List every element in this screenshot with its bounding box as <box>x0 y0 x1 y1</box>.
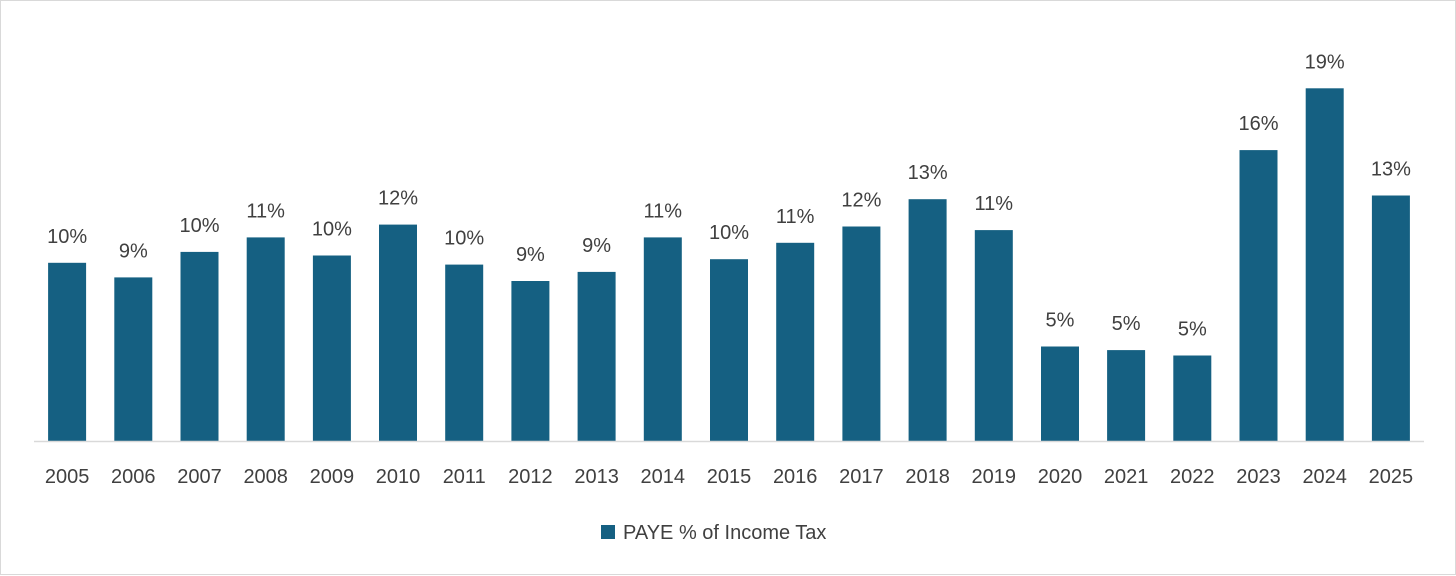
bar-2010 <box>379 224 417 441</box>
data-label-2015: 10% <box>709 222 749 244</box>
data-label-2007: 10% <box>179 215 219 237</box>
bar-2012 <box>511 281 550 441</box>
data-label-2016: 11% <box>776 206 815 228</box>
data-label-2018: 13% <box>908 162 948 184</box>
bar-2017 <box>842 226 881 441</box>
x-tick-label-2011: 2011 <box>443 466 486 488</box>
legend: PAYE % of Income Tax <box>601 522 826 544</box>
bar-2015 <box>710 259 748 441</box>
bar-2008 <box>246 237 285 441</box>
x-tick-labels-group: 2005 2006 2007 2008 2009 2010 2011 2012 2013 2014… <box>45 466 1413 488</box>
data-labels-group: 10% 9% 10% 11% 10% 12% 10% 9% 9% 11% 10% 11% 12% 13% 1… <box>47 51 1411 340</box>
x-tick-label-2023: 2023 <box>1236 466 1281 488</box>
bar-2019 <box>974 230 1013 441</box>
bar-2007 <box>180 251 219 441</box>
x-tick-label-2020: 2020 <box>1038 466 1083 488</box>
bar-2025 <box>1371 195 1410 441</box>
x-tick-label-2022: 2022 <box>1170 466 1215 488</box>
bar-2014 <box>643 237 682 441</box>
data-label-2006: 9% <box>119 240 148 262</box>
x-tick-label-2018: 2018 <box>905 466 950 488</box>
bar-2020 <box>1041 346 1079 441</box>
x-tick-label-2006: 2006 <box>111 466 156 488</box>
x-tick-label-2007: 2007 <box>177 466 222 488</box>
data-label-2025: 13% <box>1371 159 1411 181</box>
data-label-2021: 5% <box>1112 313 1141 335</box>
data-label-2020: 5% <box>1046 310 1075 332</box>
x-tick-label-2005: 2005 <box>45 466 90 488</box>
data-label-2013: 9% <box>582 235 611 257</box>
bar-2023 <box>1239 150 1278 441</box>
bar-2022 <box>1173 355 1212 441</box>
data-label-2012: 9% <box>516 244 545 266</box>
x-tick-label-2012: 2012 <box>508 466 553 488</box>
bar-2013 <box>577 271 616 441</box>
bar-2009 <box>312 255 351 441</box>
x-tick-label-2014: 2014 <box>641 466 686 488</box>
legend-swatch <box>601 525 615 539</box>
data-label-2014: 11% <box>644 200 683 222</box>
bar-2021 <box>1107 350 1146 441</box>
x-tick-label-2008: 2008 <box>243 466 288 488</box>
x-tick-label-2016: 2016 <box>773 466 818 488</box>
bar-2016 <box>776 242 815 441</box>
data-label-2009: 10% <box>312 219 352 241</box>
x-tick-label-2024: 2024 <box>1302 466 1347 488</box>
x-tick-label-2015: 2015 <box>707 466 752 488</box>
legend-label: PAYE % of Income Tax <box>623 522 826 544</box>
data-label-2019: 11% <box>975 193 1014 215</box>
data-label-2017: 12% <box>841 190 881 212</box>
data-label-2011: 10% <box>444 228 484 250</box>
x-tick-label-2025: 2025 <box>1369 466 1414 488</box>
bar-2005 <box>48 262 87 441</box>
x-tick-label-2017: 2017 <box>839 466 884 488</box>
x-tick-label-2009: 2009 <box>310 466 355 488</box>
x-tick-label-2010: 2010 <box>376 466 421 488</box>
data-label-2010: 12% <box>378 188 418 210</box>
bars-group <box>48 88 1410 442</box>
x-tick-label-2013: 2013 <box>574 466 619 488</box>
x-tick-label-2021: 2021 <box>1104 466 1149 488</box>
x-tick-label-2019: 2019 <box>972 466 1017 488</box>
data-label-2008: 11% <box>246 200 285 222</box>
bar-2006 <box>114 277 153 441</box>
data-label-2005: 10% <box>47 226 87 248</box>
data-label-2024: 19% <box>1305 51 1345 73</box>
data-label-2023: 16% <box>1238 113 1278 135</box>
bar-2024 <box>1305 88 1344 442</box>
data-label-2022: 5% <box>1178 319 1207 341</box>
bar-2018 <box>908 199 947 441</box>
bar-2011 <box>445 264 484 441</box>
